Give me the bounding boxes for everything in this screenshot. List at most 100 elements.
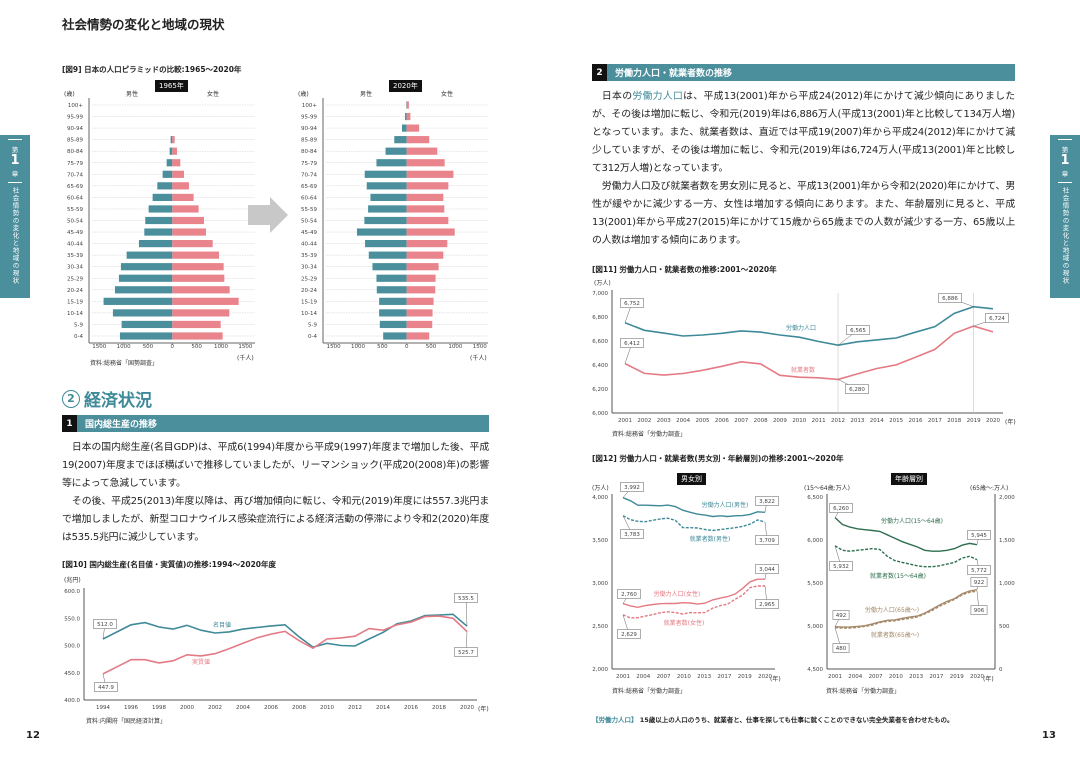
fig12-gender-series-label: 労働力人口(男性) bbox=[702, 501, 749, 509]
pyramid-2020-female-bar bbox=[406, 263, 439, 271]
fig12-gender-y-tick-label: 3,500 bbox=[592, 538, 608, 544]
fig12-age-y-tick-label-right: 0 bbox=[999, 667, 1003, 673]
pyramid-1965-female-bar bbox=[172, 205, 199, 213]
glossary-term-link[interactable]: 労働力人口 bbox=[632, 91, 684, 102]
pyramid-2020-age-label: 30-34 bbox=[301, 265, 317, 271]
fig10-x-tick-label: 2002 bbox=[208, 705, 222, 711]
pyramid-1965-x-tick-label: 1500 bbox=[238, 344, 252, 350]
fig12-age-callout-box bbox=[832, 643, 850, 653]
fig10-series-label: 名目値 bbox=[213, 621, 231, 629]
fig12-age-callout-value: 480 bbox=[836, 646, 847, 652]
fig10-y-tick-label: 550.0 bbox=[64, 616, 80, 622]
pyramid-2020-male-bar bbox=[379, 320, 407, 329]
fig11-x-tick-label: 2009 bbox=[773, 418, 787, 424]
fig10-title: [図10] 国内総生産(名目値・実質値)の推移:1994〜2020年度 bbox=[62, 560, 277, 569]
fig12-gender-callout-value: 3,992 bbox=[624, 485, 640, 491]
paragraph: 労働力人口及び就業者数を男女別に見ると、平成13(2001)年から令和2(202… bbox=[592, 181, 1015, 246]
fig12-gender-x-tick-label: 2001 bbox=[616, 674, 630, 680]
pyramid-1965-x-tick-label: 1000 bbox=[117, 344, 131, 350]
fig12-age-callout-value: 906 bbox=[974, 608, 985, 614]
pyramid-1965-female-bar bbox=[172, 320, 221, 329]
section-title: 経済状況 bbox=[84, 391, 152, 411]
pyramid-2020-female-bar bbox=[406, 112, 411, 121]
fig11-x-unit: (年) bbox=[1005, 419, 1016, 426]
pyramid-2020-female-bar bbox=[406, 136, 430, 144]
pyramid-1965-male-bar bbox=[126, 251, 173, 259]
fig12-age-x-tick-label: 2007 bbox=[869, 674, 883, 680]
fig12-gender-source: 資料:総務省「労働力調査」 bbox=[612, 688, 687, 695]
pyramid-1965-x-tick-label: 500 bbox=[143, 344, 154, 350]
pyramid-1965-male-bar bbox=[166, 159, 173, 167]
pyramid-1965-x-tick-label: 1500 bbox=[92, 344, 106, 350]
pyramid-2020-male-bar bbox=[383, 332, 407, 340]
fig12-age-callout-box bbox=[970, 577, 988, 587]
fig10-x-tick-label: 2010 bbox=[320, 705, 334, 711]
pyramid-1965-age-label: 15-19 bbox=[67, 299, 83, 305]
fig12-gender-x-tick-label: 2007 bbox=[657, 674, 671, 680]
pyramid-1965-male-bar bbox=[169, 147, 173, 155]
fig10-series-line bbox=[102, 613, 468, 648]
pyramid-1965-age-label: 65-69 bbox=[67, 184, 83, 190]
fig11-x-tick-label: 2004 bbox=[676, 418, 690, 424]
fig12-gender-callout-box bbox=[755, 535, 779, 545]
fig12-age-callout-box bbox=[970, 605, 988, 615]
fig12-age-x-tick-label: 2020 bbox=[970, 674, 984, 680]
subsection-bar-labor: 2 労働力人口・就業者数の推移 bbox=[592, 64, 1015, 81]
fig10-x-tick-label: 2020 bbox=[460, 705, 474, 711]
pyramid-2020-male-bar bbox=[376, 286, 407, 294]
pyramid-1965-male-bar bbox=[152, 193, 173, 201]
pyramid-1965-age-label: 40-44 bbox=[67, 242, 83, 248]
pyramid-2020-female-bar bbox=[406, 193, 444, 201]
fig12-gender-callout-value: 3,783 bbox=[624, 532, 640, 538]
pyramid-1965-age-label: 25-29 bbox=[67, 276, 83, 282]
fig12-gender-y-tick-label: 2,000 bbox=[592, 667, 608, 673]
pyramid-2020-x-tick-label: 0 bbox=[405, 344, 409, 350]
pyramid-1965-x-tick-label: 500 bbox=[191, 344, 202, 350]
pyramid-2020-male-bar bbox=[364, 216, 407, 225]
pyramid-2020-age-label: 20-24 bbox=[301, 288, 317, 294]
pyramid-1965-age-label: 60-64 bbox=[67, 195, 83, 201]
pyramid-1965-male-bar bbox=[157, 182, 173, 190]
pyramid-2020-female-bar bbox=[406, 309, 433, 317]
subsection-bar-gdp: 1 国内総生産の推移 bbox=[62, 415, 489, 432]
pyramid-2020-male-bar bbox=[364, 170, 407, 178]
pyramid-2020-female-bar bbox=[406, 216, 449, 225]
fig12-age-series-line bbox=[834, 517, 978, 552]
fig11-x-tick-label: 2013 bbox=[850, 418, 864, 424]
fig11-callout-value: 6,752 bbox=[624, 301, 640, 307]
page-number-right: 13 bbox=[1042, 730, 1056, 741]
pyramid-1965-age-label: 95-99 bbox=[67, 115, 83, 121]
pyramid-1965-female-bar bbox=[172, 286, 230, 294]
fig12-age-x-tick-label: 2013 bbox=[909, 674, 923, 680]
fig11-x-tick-label: 2003 bbox=[657, 418, 671, 424]
fig12-gender-y-tick-label: 3,000 bbox=[592, 581, 608, 587]
pyramid-1965-age-label: 50-54 bbox=[67, 219, 83, 225]
pyramid-2020-female-bar bbox=[406, 240, 448, 248]
pyramid-2020-age-label: 40-44 bbox=[301, 242, 317, 248]
fig11-y-tick-label: 6,600 bbox=[592, 339, 608, 345]
pyramid-1965-age-label: 70-74 bbox=[67, 172, 83, 178]
fig12-age-series-line bbox=[834, 590, 978, 629]
fig11-series-label: 就業者数 bbox=[791, 366, 815, 374]
fig11-y-tick-label: 6,000 bbox=[592, 411, 608, 417]
fig11-x-tick-label: 2014 bbox=[870, 418, 884, 424]
fig10-x-unit: (年) bbox=[478, 706, 489, 713]
pyramid-2020-age-label: 75-79 bbox=[301, 161, 317, 167]
pyramid-1965-female-bar bbox=[172, 297, 239, 305]
fig12-age-y-tick-label: 5,500 bbox=[807, 581, 823, 587]
footnote-text: 15歳以上の人口のうち、就業者と、仕事を探しても仕事に就くことのできない完全失業… bbox=[639, 716, 954, 724]
pyramid-2020-x-tick-label: 1500 bbox=[327, 344, 341, 350]
fig12-age-callout-value: 6,260 bbox=[833, 506, 849, 512]
chapter-number: 1 bbox=[1060, 153, 1070, 168]
pyramid-1965-male-bar bbox=[138, 240, 173, 248]
fig10-callout-value: 447.9 bbox=[98, 685, 114, 691]
pyramid-2020-male-bar bbox=[405, 112, 407, 121]
pyramid-2020-x-tick-label: 500 bbox=[377, 344, 388, 350]
pyramid-2020-age-label: 90-94 bbox=[301, 126, 317, 132]
pyramid-2020-age-label: 70-74 bbox=[301, 172, 317, 178]
gdp-body-text: 日本の国内総生産(名目GDP)は、平成6(1994)年度から平成9(1997)年… bbox=[62, 439, 489, 547]
fig12-gender-x-tick-label: 2020 bbox=[758, 674, 772, 680]
pyramid-1965-female-bar bbox=[172, 332, 223, 340]
chapter-suffix: 章 bbox=[11, 170, 19, 178]
